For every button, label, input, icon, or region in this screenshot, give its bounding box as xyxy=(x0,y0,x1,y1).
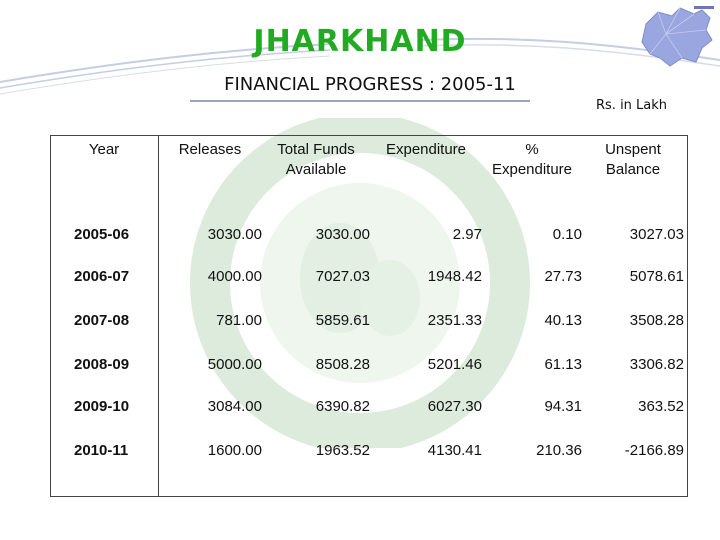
pct-expenditure-cell: 210.36 xyxy=(536,442,582,459)
year-cell: 2010-11 xyxy=(74,442,129,459)
expenditure-cell: 4130.41 xyxy=(427,442,482,459)
column-header-releases: Releases xyxy=(178,141,242,158)
subtitle-underline xyxy=(190,100,530,102)
year-cell: 2007-08 xyxy=(74,312,130,329)
expenditure-cell: 6027.30 xyxy=(427,398,482,415)
unspent-balance-cell: 3027.03 xyxy=(629,226,684,243)
unspent-balance-cell: 3306.82 xyxy=(629,356,684,373)
expenditure-cell: 2351.33 xyxy=(427,312,482,329)
column-header-total-funds: Total Funds Available xyxy=(277,141,355,178)
horticulture-mission-emblem xyxy=(190,118,530,448)
page-subtitle: FINANCIAL PROGRESS : 2005-11 xyxy=(224,74,516,95)
releases-cell: 5000.00 xyxy=(207,356,262,373)
releases-cell: 4000.00 xyxy=(207,268,262,285)
column-header-expenditure: Expenditure xyxy=(385,141,467,158)
total-funds-cell: 6390.82 xyxy=(315,398,370,415)
total-funds-cell: 1963.52 xyxy=(315,442,370,459)
total-funds-cell: 7027.03 xyxy=(315,268,370,285)
unspent-balance-cell: 363.52 xyxy=(638,398,684,415)
releases-cell: 3084.00 xyxy=(207,398,262,415)
unspent-balance-cell: 3508.28 xyxy=(629,312,684,329)
column-divider xyxy=(158,135,159,497)
units-label: Rs. in Lakh xyxy=(596,98,668,113)
unspent-balance-cell: 5078.61 xyxy=(629,268,684,285)
year-cell: 2005-06 xyxy=(74,226,130,243)
pct-expenditure-cell: 40.13 xyxy=(544,312,582,329)
pct-expenditure-cell: 0.10 xyxy=(552,226,582,243)
page-title: JHARKHAND xyxy=(253,24,467,59)
pct-expenditure-cell: 27.73 xyxy=(544,268,582,285)
year-cell: 2009-10 xyxy=(74,398,130,415)
pct-expenditure-cell: 94.31 xyxy=(544,398,582,415)
pct-expenditure-cell: 61.13 xyxy=(544,356,582,373)
total-funds-cell: 5859.61 xyxy=(315,312,370,329)
expenditure-cell: 2.97 xyxy=(452,226,482,243)
column-header-unspent-balance: Unspent Balance xyxy=(605,141,661,178)
total-funds-cell: 8508.28 xyxy=(315,356,370,373)
releases-cell: 3030.00 xyxy=(207,226,262,243)
year-cell: 2006-07 xyxy=(74,268,130,285)
financial-table xyxy=(50,135,688,497)
year-cell: 2008-09 xyxy=(74,356,130,373)
unspent-balance-cell: -2166.89 xyxy=(624,442,684,459)
expenditure-cell: 1948.42 xyxy=(427,268,482,285)
total-funds-cell: 3030.00 xyxy=(315,226,370,243)
column-header-year: Year xyxy=(88,141,120,158)
jharkhand-map-icon xyxy=(641,6,714,67)
expenditure-cell: 5201.46 xyxy=(427,356,482,373)
releases-cell: 781.00 xyxy=(216,312,262,329)
column-header-pct-expenditure: % Expenditure xyxy=(491,141,573,178)
releases-cell: 1600.00 xyxy=(207,442,262,459)
